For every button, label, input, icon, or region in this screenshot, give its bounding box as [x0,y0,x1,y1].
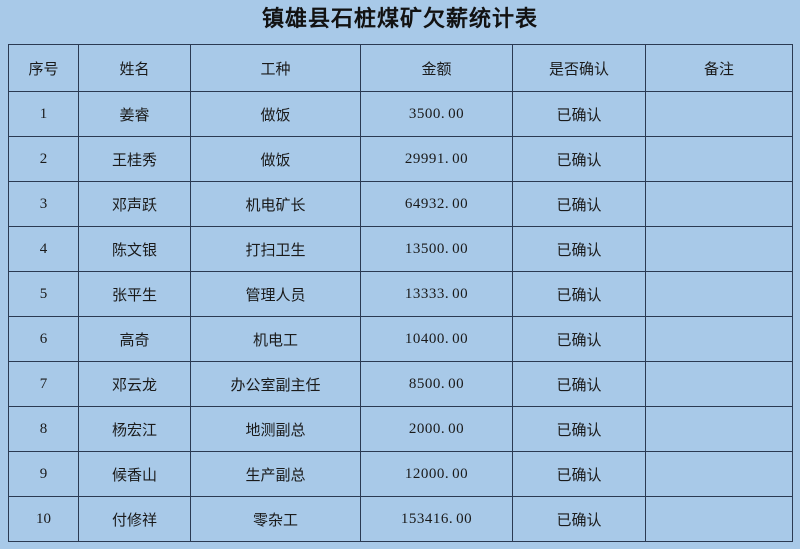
cell-note [645,91,793,137]
cell-amount: 64932. 00 [360,181,513,227]
cell-job: 机电工 [190,316,361,362]
table-row: 8 杨宏江 地测副总 2000. 00 已确认 [8,406,793,452]
cell-confirm: 已确认 [512,91,646,137]
table-row: 7 邓云龙 办公室副主任 8500. 00 已确认 [8,361,793,407]
cell-index: 1 [8,91,79,137]
cell-note [645,406,793,452]
cell-amount: 153416. 00 [360,496,513,542]
cell-note [645,136,793,182]
cell-index: 3 [8,181,79,227]
table-row: 4 陈文银 打扫卫生 13500. 00 已确认 [8,226,793,272]
cell-name: 姜睿 [78,91,191,137]
cell-note [645,316,793,362]
cell-name: 邓云龙 [78,361,191,407]
cell-amount: 8500. 00 [360,361,513,407]
cell-index: 8 [8,406,79,452]
table-header-row: 序号 姓名 工种 金额 是否确认 备注 [8,44,793,92]
cell-amount: 12000. 00 [360,451,513,497]
cell-job: 生产副总 [190,451,361,497]
cell-job: 管理人员 [190,271,361,317]
payroll-table-container: 序号 姓名 工种 金额 是否确认 备注 1 姜睿 做饭 3500. 00 已确认 2 王桂秀做… [8,44,793,542]
cell-name: 候香山 [78,451,191,497]
column-header-note: 备注 [645,44,793,92]
cell-job: 做饭 [190,91,361,137]
cell-name: 付修祥 [78,496,191,542]
cell-note [645,226,793,272]
cell-amount: 13500. 00 [360,226,513,272]
cell-index: 6 [8,316,79,362]
cell-index: 5 [8,271,79,317]
amount-decimals: 00 [456,510,473,527]
cell-confirm: 已确认 [512,316,646,362]
cell-name: 杨宏江 [78,406,191,452]
cell-amount: 10400. 00 [360,316,513,362]
cell-note [645,181,793,227]
column-header-confirm: 是否确认 [512,44,646,92]
amount-decimals: 00 [448,420,465,437]
cell-confirm: 已确认 [512,496,646,542]
amount-decimals: 00 [452,285,469,302]
cell-confirm: 已确认 [512,271,646,317]
amount-decimals: 00 [452,240,469,257]
page-title: 镇雄县石桩煤矿欠薪统计表 [261,6,538,31]
cell-name: 张平生 [78,271,191,317]
column-header-amount: 金额 [360,44,513,92]
payroll-table: 序号 姓名 工种 金额 是否确认 备注 1 姜睿 做饭 3500. 00 已确认 2 王桂秀做… [8,44,793,542]
column-header-name: 姓名 [78,44,191,92]
table-row: 9 候香山 生产副总 12000. 00 已确认 [8,451,793,497]
cell-confirm: 已确认 [512,181,646,227]
cell-job: 打扫卫生 [190,226,361,272]
cell-confirm: 已确认 [512,136,646,182]
amount-decimals: 00 [452,330,469,347]
table-row: 10 付修祥 零杂工 153416. 00 已确认 [8,496,793,542]
cell-confirm: 已确认 [512,406,646,452]
cell-job: 零杂工 [190,496,361,542]
table-row: 1 姜睿 做饭 3500. 00 已确认 [8,91,793,137]
amount-decimals: 00 [452,150,469,167]
table-body: 1 姜睿 做饭 3500. 00 已确认 2 王桂秀 做饭 29991. 00 已确认 3 邓声跃 机电矿长… [8,91,793,542]
column-header-job: 工种 [190,44,361,92]
amount-decimals: 00 [448,105,465,122]
cell-index: 7 [8,361,79,407]
cell-confirm: 已确认 [512,226,646,272]
cell-job: 机电矿长 [190,181,361,227]
cell-name: 邓声跃 [78,181,191,227]
cell-job: 做饭 [190,136,361,182]
cell-confirm: 已确认 [512,451,646,497]
table-row: 2 王桂秀 做饭 29991. 00 已确认 [8,136,793,182]
table-row: 5 张平生 管理人员 13333. 00 已确认 [8,271,793,317]
cell-name: 陈文银 [78,226,191,272]
amount-decimals: 00 [452,465,469,482]
amount-decimals: 00 [452,195,469,212]
column-header-index: 序号 [8,44,79,92]
cell-index: 9 [8,451,79,497]
cell-job: 地测副总 [190,406,361,452]
cell-job: 办公室副主任 [190,361,361,407]
cell-confirm: 已确认 [512,361,646,407]
cell-amount: 29991. 00 [360,136,513,182]
table-header: 序号 姓名 工种 金额 是否确认 备注 [8,44,793,92]
cell-note [645,361,793,407]
cell-amount: 13333. 00 [360,271,513,317]
cell-name: 王桂秀 [78,136,191,182]
table-row: 3 邓声跃 机电矿长 64932. 00 已确认 [8,181,793,227]
cell-amount: 2000. 00 [360,406,513,452]
cell-note [645,271,793,317]
cell-index: 4 [8,226,79,272]
table-row: 6 高奇 机电工 10400. 00 已确认 [8,316,793,362]
cell-note [645,451,793,497]
amount-decimals: 00 [448,375,465,392]
cell-note [645,496,793,542]
cell-index: 2 [8,136,79,182]
cell-index: 10 [8,496,79,542]
cell-amount: 3500. 00 [360,91,513,137]
cell-name: 高奇 [78,316,191,362]
